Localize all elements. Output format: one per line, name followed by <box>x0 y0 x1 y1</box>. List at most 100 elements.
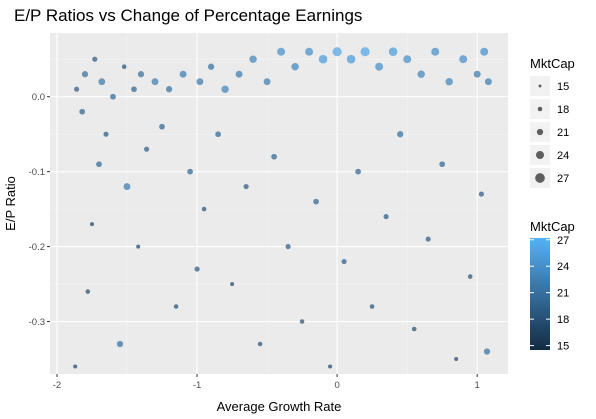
data-point <box>136 244 141 249</box>
data-point <box>431 47 440 56</box>
data-point <box>445 77 453 86</box>
data-points <box>73 47 492 369</box>
y-tick-label: 0.0 <box>32 92 45 103</box>
data-point <box>305 47 314 56</box>
data-point <box>215 131 221 138</box>
data-point <box>121 64 127 69</box>
data-point <box>194 266 200 272</box>
data-point <box>403 55 412 64</box>
grid-lines <box>50 33 508 374</box>
data-point <box>85 289 91 294</box>
x-axis-ticks: -2 -1 0 1 <box>53 374 480 391</box>
colorbar <box>530 238 550 350</box>
data-point <box>484 78 492 86</box>
color-legend-label: 27 <box>557 235 569 247</box>
size-legend-label: 18 <box>557 104 569 116</box>
size-legend-dot <box>537 106 543 112</box>
color-legend-title: MktCap <box>530 219 575 234</box>
x-tick-label: -2 <box>53 380 61 391</box>
data-point <box>257 341 263 347</box>
data-point <box>235 70 243 78</box>
data-point <box>467 274 473 279</box>
data-point <box>196 78 204 86</box>
size-legend-dot <box>535 173 545 183</box>
size-legend-items: 15 18 21 24 27 <box>530 76 569 188</box>
data-point <box>173 304 179 309</box>
data-point <box>388 47 398 56</box>
data-point <box>230 282 235 287</box>
size-legend-label: 15 <box>557 81 569 93</box>
chart-title: E/P Ratios vs Change of Percentage Earni… <box>14 6 362 25</box>
data-point <box>263 78 271 86</box>
x-tick-label: 1 <box>475 380 480 391</box>
data-point <box>89 222 95 227</box>
data-point <box>291 62 299 71</box>
x-tick-label: -1 <box>193 380 201 391</box>
data-point <box>383 214 389 220</box>
data-point <box>346 54 356 64</box>
data-point <box>332 47 342 57</box>
data-point <box>207 63 215 70</box>
x-axis-title: Average Growth Rate <box>217 399 342 414</box>
size-legend-dot <box>536 151 544 159</box>
size-legend: MktCap 15 18 21 24 27 <box>530 56 575 188</box>
data-point <box>299 319 305 324</box>
color-legend-label: 21 <box>557 288 569 300</box>
data-point <box>483 348 491 355</box>
data-point <box>73 364 78 369</box>
data-point <box>417 70 425 78</box>
data-point <box>137 71 145 78</box>
y-tick-label: -0.2 <box>29 242 45 253</box>
data-point <box>81 71 89 78</box>
data-point <box>375 62 384 71</box>
data-point <box>271 153 277 160</box>
data-point <box>159 123 165 130</box>
data-point <box>187 168 193 175</box>
data-point <box>221 85 229 93</box>
y-tick-label: -0.3 <box>29 317 45 328</box>
size-legend-label: 27 <box>557 173 569 185</box>
data-point <box>123 183 131 191</box>
color-legend-ticks: 15 18 21 24 27 <box>530 235 569 353</box>
data-point <box>369 304 375 309</box>
data-point <box>151 78 159 86</box>
size-legend-dot <box>538 84 542 88</box>
data-point <box>144 146 150 152</box>
color-legend-label: 15 <box>557 341 569 353</box>
data-point <box>397 131 404 138</box>
data-point <box>313 198 319 205</box>
data-point <box>328 364 333 369</box>
data-point <box>277 47 286 56</box>
data-point <box>341 259 347 265</box>
color-legend-label: 18 <box>557 314 569 326</box>
data-point <box>179 70 187 78</box>
data-point <box>98 78 106 86</box>
data-point <box>116 340 124 348</box>
data-point <box>103 131 109 137</box>
data-point <box>92 56 98 62</box>
data-point <box>454 356 459 362</box>
size-legend-label: 24 <box>557 150 569 162</box>
data-point <box>360 47 370 57</box>
data-point <box>110 93 116 100</box>
data-point <box>249 55 257 63</box>
data-point <box>285 244 291 250</box>
data-point <box>74 86 80 92</box>
data-point <box>355 168 361 175</box>
data-point <box>473 70 481 78</box>
size-legend-dot <box>536 128 544 136</box>
data-point <box>439 161 446 168</box>
plot-panel <box>50 33 508 374</box>
x-tick-label: 0 <box>334 380 339 391</box>
y-axis-ticks: 0.0 -0.1 -0.2 -0.3 <box>29 92 50 328</box>
data-point <box>411 326 417 332</box>
data-point <box>478 191 484 197</box>
data-point <box>318 54 328 64</box>
color-legend: MktCap 15 18 21 24 27 <box>530 219 575 353</box>
data-point <box>459 55 468 64</box>
color-legend-label: 24 <box>557 261 569 273</box>
y-tick-label: -0.1 <box>29 167 45 178</box>
data-point <box>480 47 489 56</box>
data-point <box>79 108 86 115</box>
